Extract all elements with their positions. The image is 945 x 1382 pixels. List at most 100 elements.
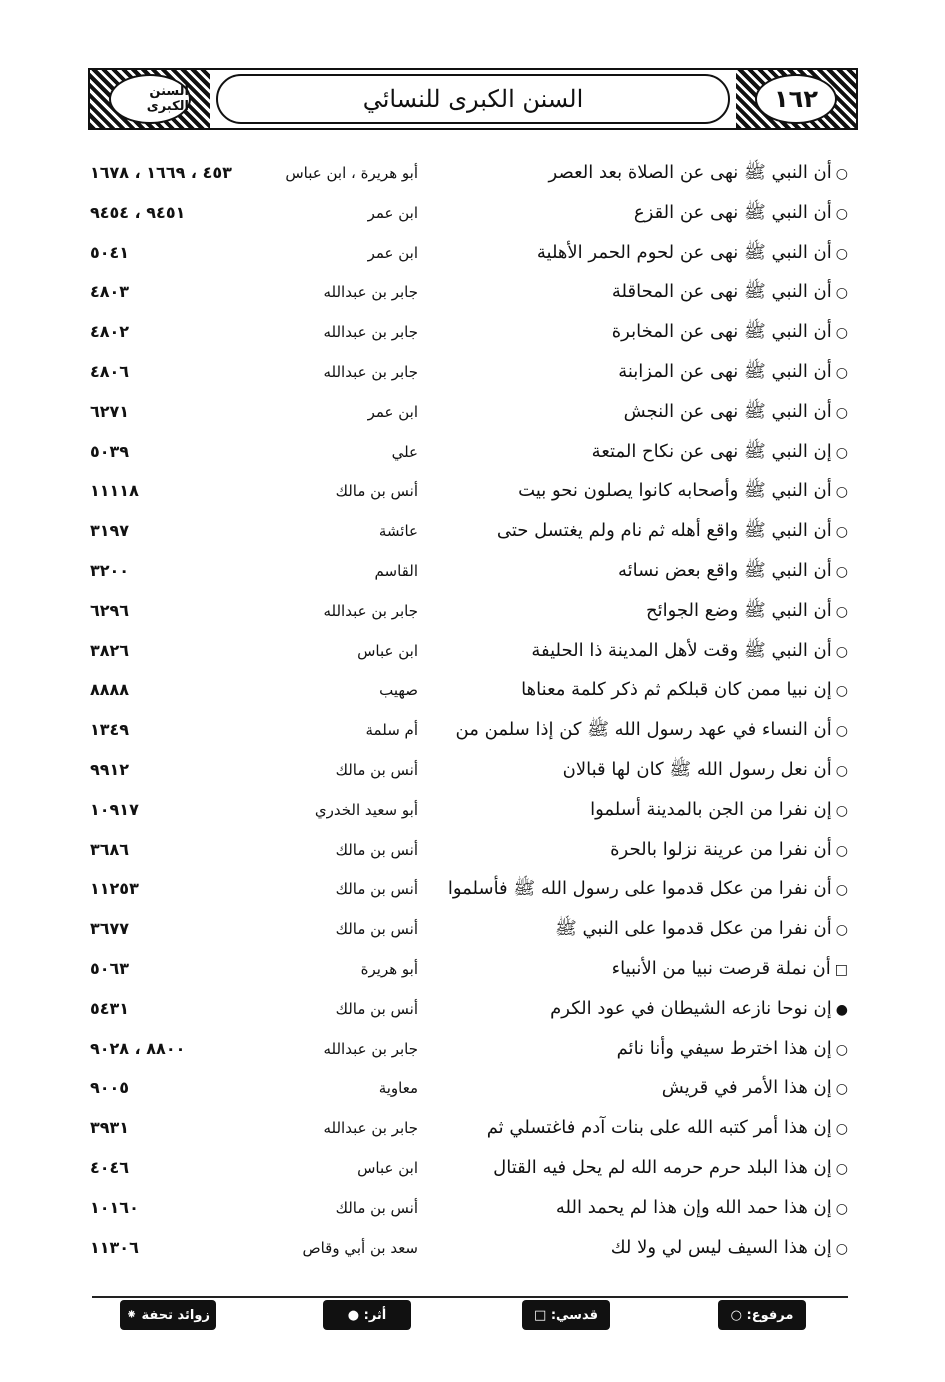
hadith-text: أن النبي ﷺ وأصحابه كانوا يصلون نحو بيت <box>518 480 832 502</box>
type-marker-icon: ○ <box>835 364 848 381</box>
narrator: صهيب <box>379 681 418 700</box>
hadith-text: أن نملة قرصت نبيا من الأنبياء <box>611 957 831 979</box>
hadith-text: إن النبي ﷺ نهى عن نكاح المتعة <box>591 440 832 462</box>
hadith-text: أن نفرا من عرينة نزلوا بالحرة <box>610 838 832 860</box>
table-row: ○أن النبي ﷺ نهى عن المحاقلة جابر بن عبدال… <box>88 273 848 313</box>
table-row: ○أن نعل رسول الله ﷺ كان لها قبالان أنس بن… <box>88 751 848 791</box>
type-marker-icon: ○ <box>835 285 848 302</box>
table-row: ○إن هذا السيف ليس لي ولا لك سعد بن أبي وق… <box>88 1229 848 1269</box>
hadith-numbers: ١١٢٥٣ <box>90 879 139 899</box>
table-row: ○أن النبي ﷺ وأصحابه كانوا يصلون نحو بيت أ… <box>88 472 848 512</box>
footer-divider <box>92 1296 848 1298</box>
type-marker-icon: ○ <box>835 166 848 182</box>
narrator: أنس بن مالك <box>335 840 418 859</box>
narrator: أنس بن مالك <box>335 760 418 779</box>
hadith-text: إن نفرا من الجن بالمدينة أسلموا <box>590 798 832 820</box>
narrator: أنس بن مالك <box>335 880 418 899</box>
hadith-text: أن النبي ﷺ واقع بعض نسائه <box>618 559 832 581</box>
hadith-text: إن هذا السيف ليس لي ولا لك <box>610 1236 832 1258</box>
hadith-incipit: ○أن النبي ﷺ وضع الجوائح <box>646 592 848 631</box>
type-marker-icon: ○ <box>835 762 848 779</box>
hadith-incipit: □أن نملة قرصت نبيا من الأنبياء <box>612 950 848 989</box>
narrator: عائشة <box>378 522 418 541</box>
type-marker-icon: ○ <box>835 802 848 819</box>
hadith-text: إن هذا الأمر في قريش <box>661 1077 832 1099</box>
hadith-numbers: ٥٠٣٩ <box>90 441 130 461</box>
hadith-text: إن نوحا نازعه الشيطان في عود الكرم <box>550 997 832 1019</box>
type-marker-icon: ○ <box>835 325 848 342</box>
table-row: ○أن النبي ﷺ وقت لأهل المدينة ذا الحليفة ا… <box>88 632 848 672</box>
hadith-incipit: ○إن هذا السيف ليس لي ولا لك <box>611 1229 848 1268</box>
type-marker-icon: ● <box>835 1001 848 1018</box>
hadith-text: أن النبي ﷺ واقع أهله ثم نام ولم يغتسل حت… <box>496 520 832 542</box>
hadith-text: إن هذا اخترط سيفي وأنا نائم <box>616 1037 832 1059</box>
narrator: جابر بن عبدالله <box>323 283 418 302</box>
hadith-numbers: ٨٨٠٠ ، ٩٠٢٨ <box>90 1038 186 1058</box>
hadith-text: أن النساء في عهد رسول الله ﷺ كن إذا سلمن… <box>455 719 832 741</box>
index-list: ○أن النبي ﷺ نهى عن الصلاة بعد العصر أبو ه… <box>88 154 848 1268</box>
narrator: أنس بن مالك <box>335 482 418 501</box>
narrator: جابر بن عبدالله <box>323 362 418 381</box>
type-marker-icon: ○ <box>835 882 848 899</box>
hadith-numbers: ٤٨٠٢ <box>90 322 130 342</box>
hadith-incipit: ○أن نفرا من عكل قدموا على النبي ﷺ <box>555 910 848 949</box>
hadith-numbers: ٤٠٤٦ <box>90 1157 130 1177</box>
hadith-numbers: ٩٩١٢ <box>90 759 130 779</box>
title-cartouche: السنن الكبرى للنسائي <box>216 74 730 124</box>
hadith-text: أن النبي ﷺ نهى عن القزع <box>633 201 832 223</box>
type-marker-icon: ○ <box>835 484 848 501</box>
narrator: سعد بن أبي وقاص <box>302 1238 418 1257</box>
type-marker-icon: ○ <box>835 524 848 541</box>
hadith-incipit: ○أن النبي ﷺ نهى عن القزع <box>634 194 848 233</box>
narrator: أبو سعيد الخدري <box>314 800 418 819</box>
narrator: جابر بن عبدالله <box>323 1039 418 1058</box>
hadith-incipit: ●إن نوحا نازعه الشيطان في عود الكرم <box>550 990 848 1029</box>
hadith-incipit: ○أن النبي ﷺ نهى عن النجش <box>624 393 848 432</box>
narrator: جابر بن عبدالله <box>323 1119 418 1138</box>
hadith-incipit: ○أن النبي ﷺ نهى عن المخابرة <box>612 313 848 352</box>
hadith-numbers: ٥٤٣١ <box>90 998 130 1018</box>
table-row: ○إن هذا الأمر في قريش معاوية ٩٠٠٥ <box>88 1069 848 1109</box>
hadith-numbers: ٨٨٨٨ <box>90 680 130 700</box>
hadith-numbers: ٣٨٢٦ <box>90 640 130 660</box>
table-row: ○أن نفرا من عكل قدموا على رسول الله ﷺ فأ… <box>88 870 848 910</box>
hadith-text: أن نفرا من عكل قدموا على رسول الله ﷺ فأس… <box>447 878 832 900</box>
narrator: ابن عباس <box>357 641 418 660</box>
table-row: ○إن النبي ﷺ نهى عن نكاح المتعة علي ٥٠٣٩ <box>88 433 848 473</box>
hadith-numbers: ٦٢٩٦ <box>90 600 130 620</box>
table-row: ○إن هذا أمر كتبه الله على بنات آدم فاغتس… <box>88 1109 848 1149</box>
hadith-numbers: ٩٤٥١ ، ٩٤٥٤ <box>90 202 186 222</box>
type-marker-icon: ○ <box>835 683 848 700</box>
hadith-incipit: ○أن النبي ﷺ نهى عن المزابنة <box>618 353 848 392</box>
hadith-incipit: ○أن نعل رسول الله ﷺ كان لها قبالان <box>563 751 848 790</box>
table-row: ○إن هذا اخترط سيفي وأنا نائم جابر بن عبدا… <box>88 1030 848 1070</box>
hadith-numbers: ٣٦٨٦ <box>90 839 130 859</box>
legend-marfu: مرفوع: ○ <box>718 1300 806 1330</box>
hadith-incipit: ○إن هذا البلد حرم حرمه الله لم يحل فيه ا… <box>493 1149 848 1188</box>
narrator: أنس بن مالك <box>335 1198 418 1217</box>
hadith-numbers: ٥٠٦٣ <box>90 958 130 978</box>
hadith-incipit: ○إن هذا أمر كتبه الله على بنات آدم فاغتس… <box>487 1109 848 1148</box>
hadith-text: أن نعل رسول الله ﷺ كان لها قبالان <box>562 758 832 780</box>
narrator: ابن عمر <box>367 402 418 421</box>
hadith-incipit: ○أن النبي ﷺ واقع أهله ثم نام ولم يغتسل ح… <box>497 512 848 551</box>
page-number-medallion: ١٦٢ <box>755 74 837 124</box>
hadith-numbers: ٣٦٧٧ <box>90 919 130 939</box>
hadith-text: أن نفرا من عكل قدموا على النبي ﷺ <box>555 918 832 940</box>
type-marker-icon: ○ <box>835 563 848 580</box>
narrator: جابر بن عبدالله <box>323 601 418 620</box>
type-marker-icon: ○ <box>835 1160 848 1177</box>
hadith-numbers: ٥٠٤١ <box>90 242 130 262</box>
hadith-text: أن النبي ﷺ وضع الجوائح <box>645 599 832 621</box>
page-header: السنن الكبرى السنن الكبرى للنسائي ١٦٢ <box>88 68 858 130</box>
hadith-incipit: ○إن هذا اخترط سيفي وأنا نائم <box>617 1030 848 1069</box>
hadith-numbers: ١٣٤٩ <box>90 720 130 740</box>
table-row: ○إن نفرا من الجن بالمدينة أسلموا أبو سعيد… <box>88 791 848 831</box>
hadith-text: أن النبي ﷺ نهى عن المخابرة <box>611 321 832 343</box>
table-row: ○أن النبي ﷺ واقع بعض نسائه القاسم ٣٢٠٠ <box>88 552 848 592</box>
hadith-numbers: ١٠٩١٧ <box>90 799 139 819</box>
hadith-numbers: ١١٣٠٦ <box>90 1237 139 1257</box>
hadith-text: أن النبي ﷺ وقت لأهل المدينة ذا الحليفة <box>531 639 832 661</box>
hadith-incipit: ○إن هذا الأمر في قريش <box>662 1069 848 1108</box>
hadith-text: أن النبي ﷺ نهى عن المحاقلة <box>611 281 832 303</box>
